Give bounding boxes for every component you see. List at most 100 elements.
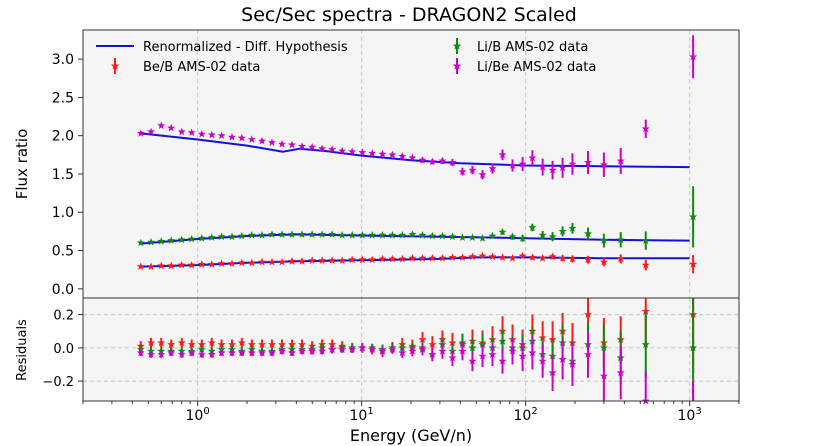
data-point: [478, 234, 487, 242]
data-point: [368, 255, 377, 264]
residual-point: [584, 350, 592, 358]
data-point: [228, 232, 236, 241]
data-point: [558, 163, 567, 172]
data-point: [237, 258, 246, 267]
data-point: [616, 254, 625, 263]
data-point: [197, 129, 206, 138]
top-y-tick-label: 1.0: [52, 205, 74, 221]
bottom-y-tick-label: 0.0: [53, 342, 74, 357]
data-point: [568, 224, 577, 232]
residual-point: [616, 368, 625, 377]
data-point: [268, 138, 276, 146]
data-point: [167, 123, 176, 132]
data-point: [217, 131, 226, 140]
data-point: [568, 254, 577, 263]
data-point: [641, 236, 650, 244]
residual-point: [308, 347, 317, 355]
residual-point: [157, 338, 166, 347]
data-point: [187, 234, 196, 243]
residual-point: [207, 350, 216, 358]
residual-point: [528, 348, 537, 357]
data-point: [228, 133, 236, 141]
data-point: [438, 231, 447, 240]
data-point: [468, 252, 477, 260]
data-point: [237, 133, 246, 142]
top-y-tick-label: 2.5: [52, 90, 74, 106]
residual-point: [217, 340, 226, 348]
legend-label-model: Renormalized - Diff. Hypothesis: [143, 40, 348, 55]
data-point: [157, 121, 166, 130]
data-point: [408, 254, 417, 262]
data-point: [338, 231, 347, 239]
data-point: [498, 150, 507, 159]
residual-point: [237, 348, 246, 357]
residual-point: [538, 333, 547, 342]
residual-point: [418, 345, 427, 353]
residual-point: [488, 350, 497, 358]
data-point: [278, 257, 286, 266]
data-point: [228, 259, 236, 267]
legend: Renormalized - Diff. Hypothesis Be/B AMS…: [96, 38, 596, 75]
residual-point: [298, 347, 306, 355]
data-point: [488, 252, 497, 260]
data-point: [468, 233, 477, 241]
data-point: [197, 260, 206, 268]
residual-point: [398, 348, 407, 357]
legend-marker-lib: [452, 38, 462, 54]
legend-marker-libe: [452, 58, 462, 74]
residual-point: [228, 348, 236, 357]
residual-points: [136, 298, 698, 405]
residual-point: [298, 340, 306, 348]
residual-point: [247, 348, 256, 357]
x-tick-label: 103: [678, 406, 702, 424]
data-point: [398, 254, 407, 263]
residual-point: [187, 340, 196, 348]
data-point: [298, 230, 306, 238]
data-point: [418, 254, 427, 262]
data-point: [348, 147, 357, 156]
data-point: [458, 253, 467, 261]
data-point: [518, 251, 527, 260]
top-y-tick-label: 3.0: [52, 52, 74, 68]
x-axis-label: Energy (GeV/n): [350, 426, 472, 445]
residual-point: [498, 337, 507, 345]
data-point: [268, 257, 276, 266]
residual-point: [641, 307, 650, 315]
legend-swatch-star: [452, 61, 462, 70]
data-point: [187, 260, 196, 269]
residual-point: [458, 347, 467, 355]
legend-swatch-star: [110, 61, 120, 70]
bottom-y-tick-label: 0.2: [53, 309, 74, 324]
data-point: [428, 231, 437, 240]
data-point: [599, 236, 608, 244]
data-point: [448, 253, 457, 261]
data-point: [308, 256, 317, 264]
data-point: [538, 254, 547, 262]
data-point: [584, 229, 592, 238]
residual-point: [508, 347, 517, 355]
residual-point: [478, 340, 487, 348]
data-point: [558, 227, 567, 235]
residual-point: [217, 348, 226, 357]
residual-point: [328, 345, 337, 353]
data-point: [308, 230, 317, 238]
data-point: [508, 232, 517, 241]
data-point: [428, 254, 437, 262]
data-point: [368, 231, 377, 239]
residual-point: [268, 348, 276, 357]
residual-point: [167, 340, 176, 348]
data-point: [258, 257, 266, 266]
residual-point: [258, 348, 266, 357]
data-point: [508, 254, 517, 262]
data-point: [528, 253, 537, 261]
residual-point: [278, 347, 286, 355]
data-point: [408, 153, 417, 162]
data-point: [398, 152, 407, 160]
data-point: [378, 149, 387, 158]
data-point: [318, 144, 327, 153]
data-point: [136, 238, 145, 247]
chart-title: Sec/Sec spectra - DRAGON2 Scaled: [241, 4, 577, 26]
residual-point: [558, 355, 567, 363]
data-point: [438, 254, 447, 262]
